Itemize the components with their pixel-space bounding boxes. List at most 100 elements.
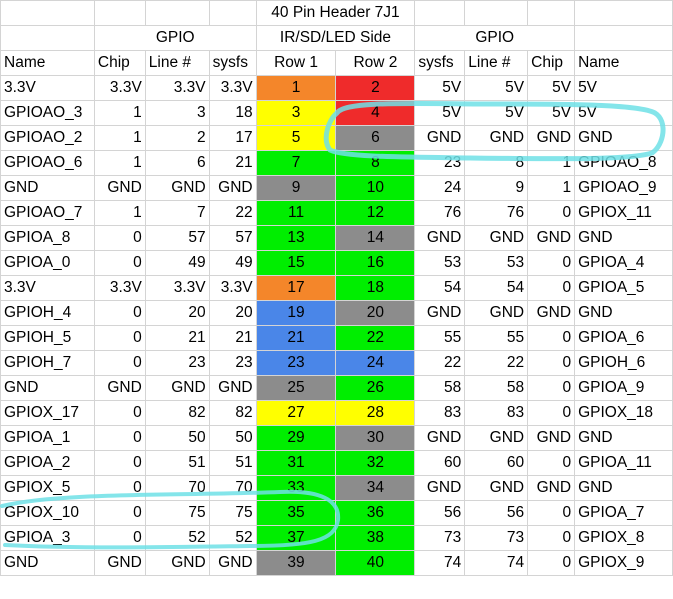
- right-sysfs-cell[interactable]: GND: [414, 125, 466, 151]
- right-chip-cell[interactable]: 0: [527, 350, 576, 376]
- pin-row2-cell[interactable]: 30: [335, 425, 416, 451]
- left-line-cell[interactable]: 75: [144, 500, 210, 526]
- pin-row1-cell[interactable]: 21: [255, 325, 337, 351]
- left-sysfs-cell[interactable]: 22: [208, 200, 257, 226]
- left-line-cell[interactable]: 3: [144, 100, 210, 126]
- left-name-cell[interactable]: GPIOX_5: [0, 475, 95, 501]
- left-name-cell[interactable]: GND: [0, 175, 95, 201]
- left-name-cell[interactable]: GPIOAO_6: [0, 150, 95, 176]
- left-chip-cell[interactable]: GND: [93, 175, 146, 201]
- right-line-cell[interactable]: GND: [464, 225, 529, 251]
- right-sysfs-cell[interactable]: 55: [414, 325, 466, 351]
- pin-row1-cell[interactable]: 11: [255, 200, 337, 226]
- left-chip-cell[interactable]: 1: [93, 125, 146, 151]
- left-sysfs-cell[interactable]: 70: [208, 475, 257, 501]
- left-line-cell[interactable]: 49: [144, 250, 210, 276]
- left-chip-cell[interactable]: 1: [93, 100, 146, 126]
- col-header-right-sysfs[interactable]: sysfs: [414, 50, 466, 76]
- left-chip-cell[interactable]: GND: [93, 375, 146, 401]
- left-sysfs-cell[interactable]: 18: [208, 100, 257, 126]
- left-name-cell[interactable]: GND: [0, 375, 95, 401]
- left-sysfs-cell[interactable]: 3.3V: [208, 275, 257, 301]
- right-sysfs-cell[interactable]: 5V: [414, 75, 466, 101]
- right-sysfs-cell[interactable]: 56: [414, 500, 466, 526]
- right-name-cell[interactable]: GND: [574, 225, 673, 251]
- pin-row1-cell[interactable]: 1: [255, 75, 337, 101]
- right-sysfs-cell[interactable]: 73: [414, 525, 466, 551]
- right-name-cell[interactable]: GPIOA_9: [574, 375, 673, 401]
- right-line-cell[interactable]: 55: [464, 325, 529, 351]
- right-name-cell[interactable]: GPIOAO_9: [574, 175, 673, 201]
- right-line-cell[interactable]: GND: [464, 300, 529, 326]
- pin-row2-cell[interactable]: 2: [335, 75, 416, 101]
- right-sysfs-cell[interactable]: 83: [414, 400, 466, 426]
- right-name-cell[interactable]: GPIOX_9: [574, 550, 673, 576]
- right-line-cell[interactable]: 9: [464, 175, 529, 201]
- right-line-cell[interactable]: 56: [464, 500, 529, 526]
- pin-row2-cell[interactable]: 10: [335, 175, 416, 201]
- left-name-cell[interactable]: GPIOA_3: [0, 525, 95, 551]
- pin-row2-cell[interactable]: 14: [335, 225, 416, 251]
- col-header-right-line[interactable]: Line #: [464, 50, 529, 76]
- pin-row1-cell[interactable]: 37: [255, 525, 337, 551]
- right-name-cell[interactable]: GPIOX_11: [574, 200, 673, 226]
- left-line-cell[interactable]: 2: [144, 125, 210, 151]
- left-sysfs-cell[interactable]: 17: [208, 125, 257, 151]
- left-name-cell[interactable]: 3.3V: [0, 275, 95, 301]
- left-chip-cell[interactable]: GND: [93, 550, 146, 576]
- pin-row2-cell[interactable]: 38: [335, 525, 416, 551]
- left-name-cell[interactable]: GPIOX_10: [0, 500, 95, 526]
- right-name-cell[interactable]: GND: [574, 425, 673, 451]
- right-chip-cell[interactable]: 0: [527, 200, 576, 226]
- left-chip-cell[interactable]: 3.3V: [93, 275, 146, 301]
- left-line-cell[interactable]: 6: [144, 150, 210, 176]
- pin-row2-cell[interactable]: 16: [335, 250, 416, 276]
- right-sysfs-cell[interactable]: 23: [414, 150, 466, 176]
- left-chip-cell[interactable]: 0: [93, 500, 146, 526]
- left-sysfs-cell[interactable]: 20: [208, 300, 257, 326]
- right-sysfs-cell[interactable]: 60: [414, 450, 466, 476]
- pin-row1-cell[interactable]: 31: [255, 450, 337, 476]
- left-line-cell[interactable]: 52: [144, 525, 210, 551]
- left-name-cell[interactable]: GPIOX_17: [0, 400, 95, 426]
- right-chip-cell[interactable]: GND: [527, 125, 576, 151]
- left-line-cell[interactable]: 50: [144, 425, 210, 451]
- left-line-cell[interactable]: 82: [144, 400, 210, 426]
- right-sysfs-cell[interactable]: 76: [414, 200, 466, 226]
- left-sysfs-cell[interactable]: 21: [208, 150, 257, 176]
- left-line-cell[interactable]: GND: [144, 175, 210, 201]
- left-sysfs-cell[interactable]: 82: [208, 400, 257, 426]
- pin-row1-cell[interactable]: 3: [255, 100, 337, 126]
- left-line-cell[interactable]: GND: [144, 550, 210, 576]
- pin-row2-cell[interactable]: 26: [335, 375, 416, 401]
- right-name-cell[interactable]: GND: [574, 475, 673, 501]
- right-chip-cell[interactable]: GND: [527, 225, 576, 251]
- pin-row1-cell[interactable]: 5: [255, 125, 337, 151]
- right-name-cell[interactable]: GPIOA_5: [574, 275, 673, 301]
- left-line-cell[interactable]: 7: [144, 200, 210, 226]
- right-line-cell[interactable]: 54: [464, 275, 529, 301]
- col-header-row1[interactable]: Row 1: [255, 50, 337, 76]
- right-chip-cell[interactable]: GND: [527, 300, 576, 326]
- right-name-cell[interactable]: GPIOX_8: [574, 525, 673, 551]
- right-chip-cell[interactable]: 0: [527, 375, 576, 401]
- right-chip-cell[interactable]: 0: [527, 250, 576, 276]
- right-line-cell[interactable]: 22: [464, 350, 529, 376]
- pin-row1-cell[interactable]: 33: [255, 475, 337, 501]
- pin-row1-cell[interactable]: 13: [255, 225, 337, 251]
- right-name-cell[interactable]: 5V: [574, 100, 673, 126]
- right-line-cell[interactable]: 8: [464, 150, 529, 176]
- pin-row2-cell[interactable]: 24: [335, 350, 416, 376]
- pin-row2-cell[interactable]: 28: [335, 400, 416, 426]
- right-sysfs-cell[interactable]: 74: [414, 550, 466, 576]
- left-sysfs-cell[interactable]: GND: [208, 375, 257, 401]
- right-sysfs-cell[interactable]: 53: [414, 250, 466, 276]
- left-line-cell[interactable]: 21: [144, 325, 210, 351]
- left-name-cell[interactable]: GPIOAO_3: [0, 100, 95, 126]
- left-chip-cell[interactable]: 0: [93, 250, 146, 276]
- pin-row1-cell[interactable]: 35: [255, 500, 337, 526]
- left-sysfs-cell[interactable]: 3.3V: [208, 75, 257, 101]
- right-sysfs-cell[interactable]: 22: [414, 350, 466, 376]
- left-chip-cell[interactable]: 0: [93, 225, 146, 251]
- left-chip-cell[interactable]: 0: [93, 325, 146, 351]
